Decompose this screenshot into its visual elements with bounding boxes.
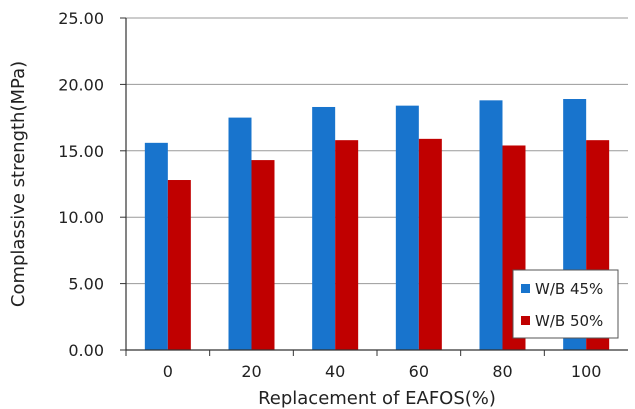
bars xyxy=(144,99,610,351)
legend: W/B 45% W/B 50% xyxy=(512,269,619,339)
x-tick-label: 40 xyxy=(325,362,345,381)
legend-label-wb45: W/B 45% xyxy=(535,280,603,298)
bar-wb45-80 xyxy=(479,100,503,350)
x-tick-label: 20 xyxy=(241,362,261,381)
x-tick-labels: 0 20 40 60 80 100 xyxy=(125,350,602,381)
legend-swatch-wb45 xyxy=(521,284,530,293)
bar-wb50-60 xyxy=(418,138,442,350)
y-tick-labels: 0.00 5.00 10.00 15.00 20.00 25.00 xyxy=(58,9,126,360)
y-tick-label: 10.00 xyxy=(58,208,104,227)
y-tick-label: 5.00 xyxy=(68,275,104,294)
legend-label-wb50: W/B 50% xyxy=(535,312,603,330)
legend-swatch-wb50 xyxy=(521,316,530,325)
bar-wb50-0 xyxy=(167,180,191,350)
legend-box xyxy=(512,269,619,339)
y-tick-label: 15.00 xyxy=(58,142,104,161)
bar-wb50-20 xyxy=(251,160,275,350)
bar-wb45-0 xyxy=(144,142,168,350)
bar-wb45-20 xyxy=(228,117,252,350)
y-tick-label: 20.00 xyxy=(58,75,104,94)
x-tick-label: 100 xyxy=(571,362,602,381)
bar-wb50-40 xyxy=(335,140,359,350)
bar-wb45-60 xyxy=(395,105,419,350)
x-tick-label: 60 xyxy=(409,362,429,381)
y-tick-label: 0.00 xyxy=(68,341,104,360)
y-tick-label: 25.00 xyxy=(58,9,104,28)
x-tick-label: 80 xyxy=(492,362,512,381)
bar-wb45-40 xyxy=(312,106,336,350)
x-axis-title: Replacement of EAFOS(%) xyxy=(258,388,496,409)
x-tick-label: 0 xyxy=(163,362,173,381)
y-axis-title: Complassive strength(MPa) xyxy=(8,61,29,307)
